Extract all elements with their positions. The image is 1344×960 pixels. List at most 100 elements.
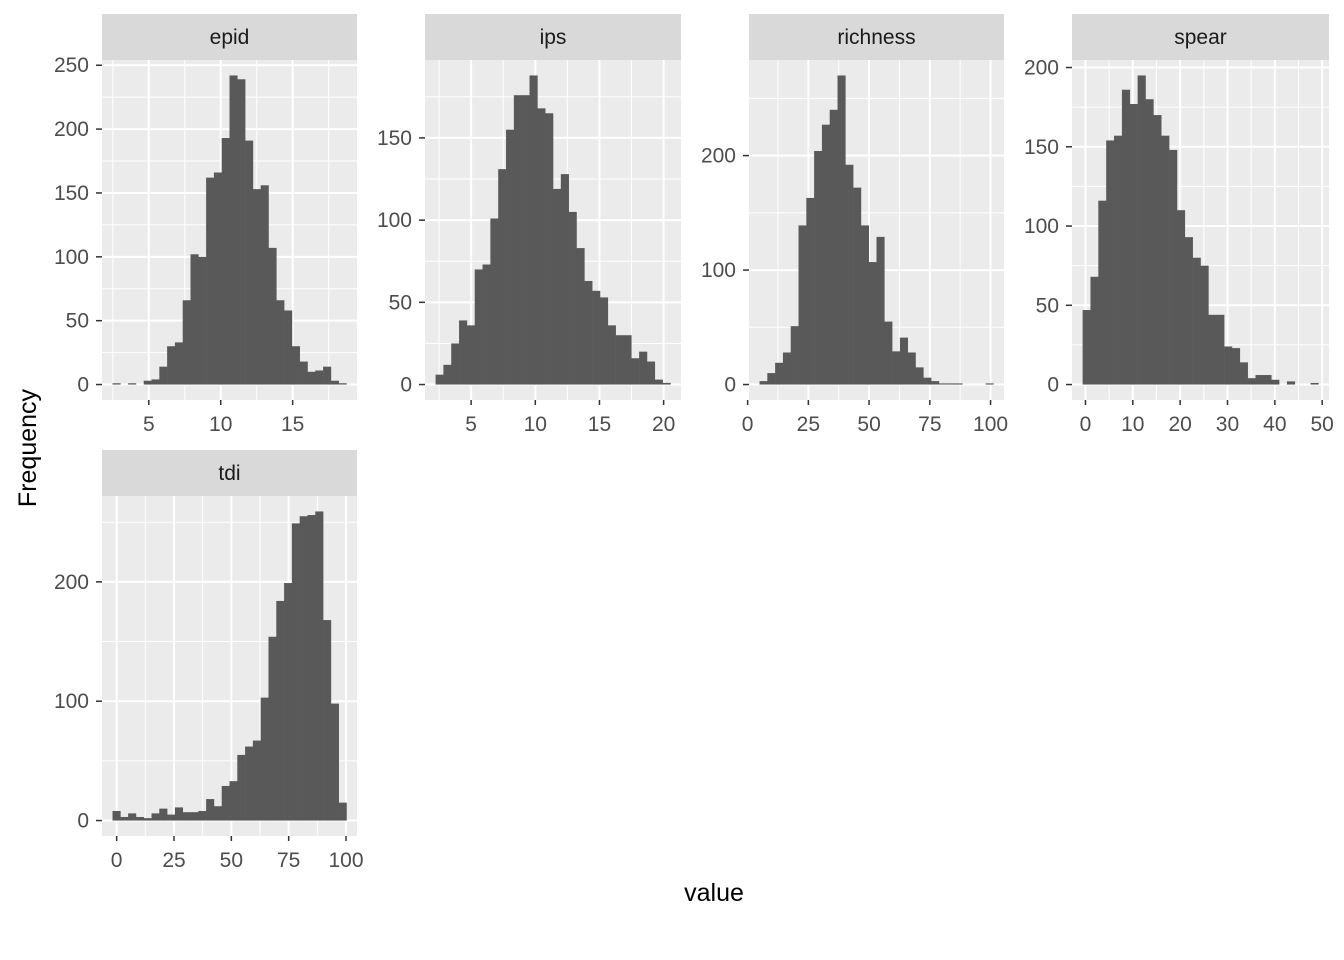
histogram-bar — [190, 812, 199, 821]
facet-strip — [425, 14, 681, 60]
histogram-bar — [167, 814, 176, 821]
y-tick-label: 150 — [1024, 136, 1059, 159]
y-tick-label: 0 — [400, 374, 412, 397]
histogram-bar — [568, 211, 577, 385]
facet-ips: ips 5 10 15 20 0 50 100 150 — [377, 14, 681, 436]
x-tick-label: 10 — [524, 413, 547, 436]
facet-strip — [1072, 14, 1329, 60]
histogram-bar — [892, 351, 901, 385]
histogram-bar — [1082, 310, 1091, 385]
histogram-bar — [821, 124, 831, 385]
y-tick-label: 0 — [1047, 374, 1059, 397]
histogram-bar — [143, 818, 152, 821]
x-tick-label: 0 — [742, 413, 754, 436]
x-tick-label: 20 — [1168, 413, 1191, 436]
x-tick-label: 100 — [328, 849, 363, 872]
x-tick-label: 40 — [1263, 413, 1286, 436]
x-tick-label: 20 — [652, 413, 675, 436]
x-tick-label: 15 — [588, 413, 611, 436]
histogram-bar — [790, 326, 799, 385]
y-tick-label: 200 — [54, 118, 89, 141]
histogram-bar — [323, 366, 332, 385]
histogram-bar — [112, 810, 121, 821]
facet-tdi: tdi 0 25 50 75 100 0 100 200 — [54, 450, 364, 872]
histogram-bar — [1255, 375, 1264, 385]
histogram-bar — [537, 108, 546, 385]
histogram-bar — [323, 620, 332, 821]
x-tick-label: 5 — [143, 413, 155, 436]
histogram-bar — [338, 802, 347, 821]
histogram-bar — [1090, 276, 1099, 385]
y-tick-label: 200 — [54, 571, 89, 594]
x-tick-label: 75 — [918, 413, 941, 436]
histogram-bar — [315, 511, 324, 821]
x-tick-label: 50 — [1310, 413, 1333, 436]
histogram-bar — [120, 816, 129, 821]
histogram-bar — [899, 337, 908, 385]
histogram-bar — [182, 812, 191, 821]
facet-strip — [102, 450, 357, 496]
histogram-bar — [260, 185, 269, 385]
histogram-bar — [1137, 75, 1146, 385]
histogram-bar — [307, 515, 316, 821]
x-tick-label: 50 — [857, 413, 880, 436]
histogram-bar — [1192, 257, 1201, 385]
histogram-bar — [985, 383, 994, 385]
histogram-bar — [443, 364, 452, 385]
histogram-bar — [451, 343, 460, 385]
facet-strip — [102, 14, 357, 60]
histogram-bar — [1114, 135, 1123, 385]
y-tick-label: 250 — [54, 54, 89, 77]
histogram-bar — [284, 583, 293, 821]
histogram-bar — [135, 816, 145, 821]
histogram-bar — [213, 172, 223, 385]
histogram-bar — [276, 300, 285, 385]
facet-strip — [749, 14, 1004, 60]
histogram-bar — [221, 138, 230, 385]
histogram-bar — [151, 813, 160, 821]
histogram-bar — [654, 379, 663, 385]
y-tick-label: 0 — [77, 810, 89, 833]
x-tick-label: 10 — [1121, 413, 1144, 436]
histogram-bar — [1129, 103, 1138, 385]
histogram-bar — [814, 151, 823, 385]
histogram-bar — [330, 380, 339, 385]
histogram-bar — [860, 225, 870, 385]
histogram-bar — [435, 374, 444, 385]
histogram-bar — [759, 381, 768, 385]
histogram-bar — [459, 320, 468, 385]
x-tick-label: 25 — [162, 849, 185, 872]
histogram-bar — [876, 236, 885, 385]
histogram-bar — [143, 380, 152, 385]
histogram-bar — [307, 371, 316, 385]
histogram-bar — [938, 383, 947, 385]
histogram-bar — [845, 164, 854, 385]
y-tick-label: 150 — [377, 127, 412, 150]
histogram-bar — [1247, 378, 1256, 385]
histogram-bar — [553, 188, 562, 385]
histogram-bar — [182, 300, 191, 385]
y-axis-title: Frequency — [14, 388, 42, 507]
histogram-bar — [1184, 237, 1193, 385]
histogram-bar — [615, 335, 624, 385]
y-tick-label: 200 — [1024, 57, 1059, 80]
histogram-bar — [853, 187, 862, 385]
y-tick-label: 100 — [54, 690, 89, 713]
histogram-bar — [315, 370, 324, 385]
y-tick-label: 100 — [1024, 215, 1059, 238]
histogram-bar — [252, 189, 261, 385]
histogram-bar — [1176, 210, 1186, 385]
x-tick-label: 0 — [111, 849, 123, 872]
histogram-bar — [584, 280, 593, 385]
y-tick-label: 50 — [66, 310, 89, 333]
histogram-bar — [1121, 89, 1131, 385]
histogram-bar — [1161, 135, 1170, 385]
y-tick-label: 100 — [701, 259, 736, 282]
histogram-bar — [245, 140, 254, 385]
y-tick-label: 50 — [389, 291, 412, 314]
histogram-bar — [662, 382, 671, 385]
histogram-bar — [767, 373, 776, 385]
histogram-bar — [112, 383, 121, 385]
y-tick-label: 200 — [701, 145, 736, 168]
histogram-bar — [291, 346, 300, 385]
